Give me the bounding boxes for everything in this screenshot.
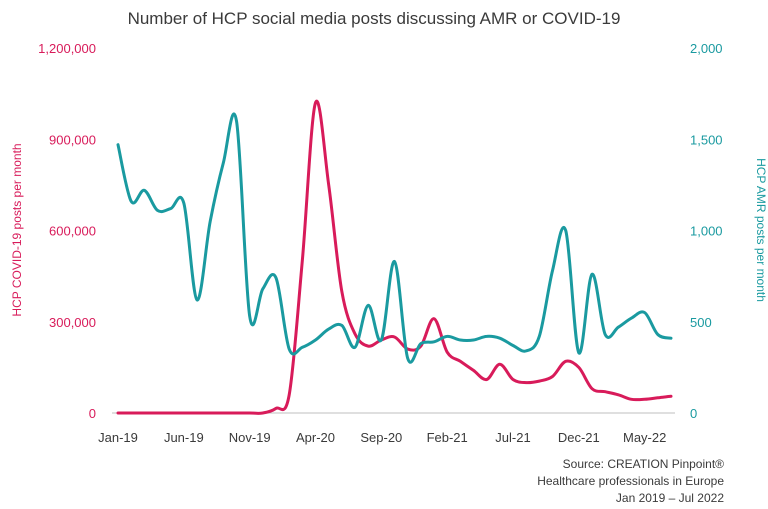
x-tick-label: Jul-21 [495, 430, 530, 445]
chart-title: Number of HCP social media posts discuss… [128, 9, 621, 28]
left-axis-ticks: 0 300,000 600,000 900,000 1,200,000 [38, 41, 96, 421]
right-axis-title: HCP AMR posts per month [754, 158, 768, 302]
x-tick-label: Jan-19 [98, 430, 138, 445]
right-tick-label: 2,000 [690, 41, 723, 56]
right-tick-label: 1,000 [690, 224, 723, 239]
right-tick-label: 0 [690, 406, 697, 421]
series-line-covid [116, 99, 673, 415]
left-tick-label: 900,000 [49, 132, 96, 147]
x-tick-label: Feb-21 [427, 430, 468, 445]
x-axis-ticks: Jan-19 Jun-19 Nov-19 Apr-20 Sep-20 Feb-21 Jul-… [98, 430, 666, 445]
x-tick-label: Jun-19 [164, 430, 204, 445]
x-tick-label: May-22 [623, 430, 666, 445]
x-tick-label: Dec-21 [558, 430, 600, 445]
source-line: Jan 2019 – Jul 2022 [615, 491, 724, 505]
source-note: Source: CREATION Pinpoint® Healthcare pr… [537, 456, 724, 507]
left-tick-label: 0 [89, 406, 96, 421]
left-axis-title: HCP COVID-19 posts per month [10, 143, 24, 316]
left-tick-label: 300,000 [49, 315, 96, 330]
left-tick-label: 1,200,000 [38, 41, 96, 56]
source-line: Healthcare professionals in Europe [537, 474, 724, 488]
source-line: Source: CREATION Pinpoint® [562, 457, 724, 471]
x-tick-label: Apr-20 [296, 430, 335, 445]
x-tick-label: Sep-20 [360, 430, 402, 445]
right-axis-ticks: 0 500 1,000 1,500 2,000 [690, 41, 723, 421]
x-tick-label: Nov-19 [229, 430, 271, 445]
right-tick-label: 1,500 [690, 132, 723, 147]
right-tick-label: 500 [690, 315, 712, 330]
left-tick-label: 600,000 [49, 224, 96, 239]
series-line-amr [116, 112, 673, 364]
